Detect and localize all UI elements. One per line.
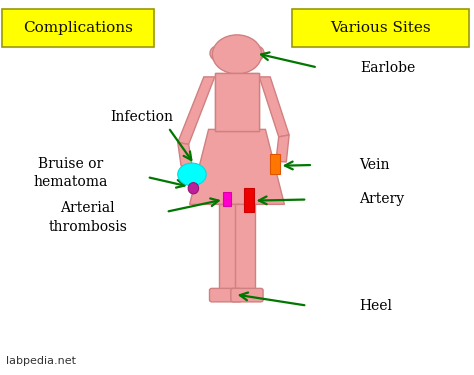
Text: Infection: Infection [111,110,173,124]
Polygon shape [259,77,289,137]
Bar [219,204,239,292]
Bar [244,188,254,212]
Polygon shape [190,129,284,204]
Ellipse shape [210,46,224,60]
Polygon shape [276,135,289,162]
Text: labpedia.net: labpedia.net [6,356,76,366]
Text: Arterial
thrombosis: Arterial thrombosis [48,201,127,234]
Ellipse shape [250,46,264,60]
FancyBboxPatch shape [231,288,263,302]
Bar [215,73,259,131]
Circle shape [212,35,262,74]
Text: Artery: Artery [359,192,404,207]
Text: Various Sites: Various Sites [330,21,430,35]
Text: Heel: Heel [359,298,392,313]
Polygon shape [178,77,215,144]
Bar [223,192,231,206]
Ellipse shape [188,183,199,194]
FancyBboxPatch shape [2,9,154,47]
Text: Complications: Complications [23,21,133,35]
Bar [215,73,259,131]
FancyBboxPatch shape [210,288,242,302]
Bar [231,69,243,76]
Polygon shape [178,142,192,166]
Circle shape [178,163,206,186]
Text: Vein: Vein [359,158,390,172]
FancyBboxPatch shape [292,9,469,47]
Bar [270,154,280,174]
Text: Bruise or
hematoma: Bruise or hematoma [34,157,108,189]
Text: Earlobe: Earlobe [360,60,416,75]
Bar [235,204,255,292]
